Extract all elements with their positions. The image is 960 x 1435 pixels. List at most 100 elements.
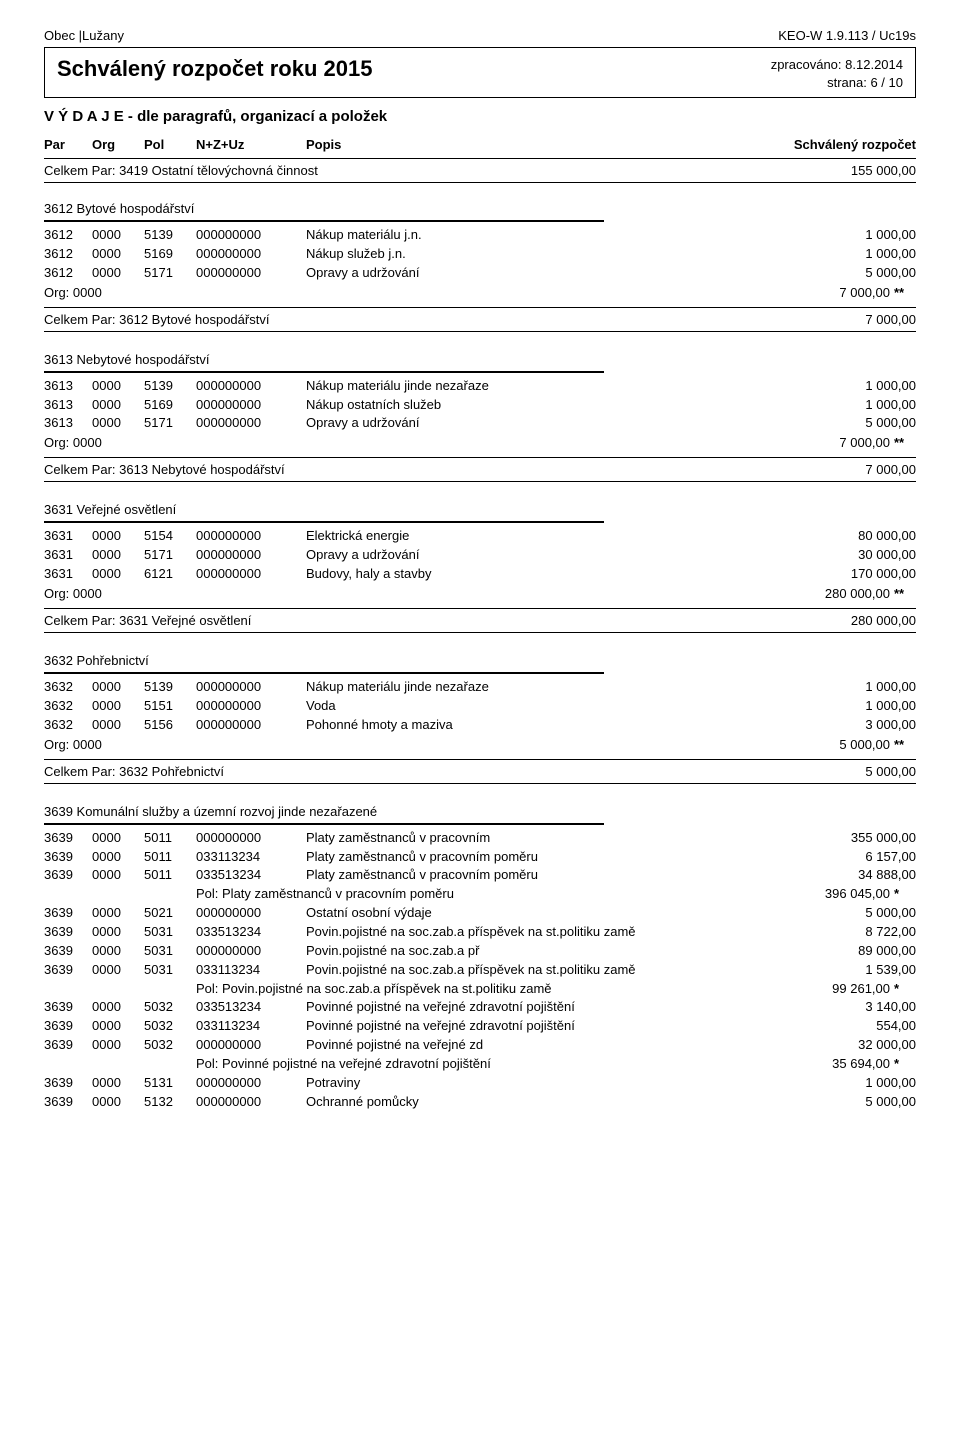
cell: Povin.pojistné na soc.zab.a př [306, 942, 766, 961]
cell: 0000 [92, 226, 144, 245]
cell: Nákup materiálu jinde nezařaze [306, 678, 766, 697]
cell: Nákup služeb j.n. [306, 245, 766, 264]
cell-value: 3 140,00 [766, 998, 916, 1017]
cell-value: 6 157,00 [766, 848, 916, 867]
section-total-value: 280 000,00 [766, 613, 916, 628]
pol-subtotal-row: Pol: Platy zaměstnanců v pracovním poměr… [44, 885, 916, 904]
cell: 033113234 [196, 961, 306, 980]
cell-value: 5 000,00 [766, 1093, 916, 1112]
org-total-row: Org: 00005 000,00** [44, 735, 916, 755]
cell: Nákup materiálu j.n. [306, 226, 766, 245]
table-row: 361300005169000000000Nákup ostatních slu… [44, 396, 916, 415]
cell: Povinné pojistné na veřejné zd [306, 1036, 766, 1055]
cell: 0000 [92, 716, 144, 735]
cell: 5171 [144, 264, 196, 283]
cell: 5139 [144, 678, 196, 697]
cell: 0000 [92, 414, 144, 433]
cell: 5032 [144, 1036, 196, 1055]
col-nzuz: N+Z+Uz [196, 137, 306, 152]
cell: 3639 [44, 866, 92, 885]
cell: Platy zaměstnanců v pracovním [306, 829, 766, 848]
cell: Povin.pojistné na soc.zab.a příspěvek na… [306, 923, 766, 942]
org-total-value: 7 000,00 [762, 433, 890, 453]
col-par: Par [44, 137, 92, 152]
cell: Opravy a udržování [306, 264, 766, 283]
cell: 5154 [144, 527, 196, 546]
cell: 3639 [44, 961, 92, 980]
star-icon: * [890, 885, 916, 904]
cell: 3639 [44, 998, 92, 1017]
cell-value: 5 000,00 [766, 264, 916, 283]
system-version: KEO-W 1.9.113 / Uc19s [778, 28, 916, 43]
section-rule [44, 672, 604, 674]
cell-value: 1 000,00 [766, 1074, 916, 1093]
cell: 5131 [144, 1074, 196, 1093]
cell: 3631 [44, 565, 92, 584]
double-star-icon: ** [890, 283, 916, 303]
table-row: 363100006121000000000Budovy, haly a stav… [44, 565, 916, 584]
cell: 000000000 [196, 829, 306, 848]
section-total-row: Celkem Par: 3632 Pohřebnictví5 000,00 [44, 759, 916, 784]
section-total-label: Celkem Par: 3632 Pohřebnictví [44, 764, 766, 779]
pol-label: Pol: Platy zaměstnanců v pracovním poměr… [44, 885, 744, 904]
cell: 0000 [92, 264, 144, 283]
org-label: Org: 0000 [44, 584, 744, 604]
section-head: 3639 Komunální služby a územní rozvoj ji… [44, 804, 916, 819]
initial-sum-row: Celkem Par: 3419 Ostatní tělovýchovná či… [44, 158, 916, 183]
cell-value: 1 000,00 [766, 697, 916, 716]
cell: 000000000 [196, 942, 306, 961]
table-row: 363200005151000000000Voda1 000,00 [44, 697, 916, 716]
cell-value: 1 000,00 [766, 245, 916, 264]
org-total-value: 5 000,00 [762, 735, 890, 755]
cell: 5139 [144, 226, 196, 245]
cell: Voda [306, 697, 766, 716]
cell: Platy zaměstnanců v pracovním poměru [306, 848, 766, 867]
cell: 3639 [44, 829, 92, 848]
cell: 5032 [144, 1017, 196, 1036]
cell: 5171 [144, 414, 196, 433]
table-row: 363900005011033113234Platy zaměstnanců v… [44, 848, 916, 867]
cell: Opravy a udržování [306, 546, 766, 565]
org-total-value: 7 000,00 [762, 283, 890, 303]
cell: Potraviny [306, 1074, 766, 1093]
section-total-value: 7 000,00 [766, 462, 916, 477]
section-rule [44, 371, 604, 373]
cell: 000000000 [196, 697, 306, 716]
initial-sum-value: 155 000,00 [766, 163, 916, 178]
cell: 5169 [144, 245, 196, 264]
cell: 000000000 [196, 678, 306, 697]
col-popis: Popis [306, 137, 766, 152]
org-label: Org: 0000 [44, 283, 744, 303]
cell-value: 1 000,00 [766, 226, 916, 245]
cell-value: 34 888,00 [766, 866, 916, 885]
table-row: 363900005032033513234Povinné pojistné na… [44, 998, 916, 1017]
section-total-row: Celkem Par: 3613 Nebytové hospodářství7 … [44, 457, 916, 482]
cell: 3639 [44, 1017, 92, 1036]
cell: 0000 [92, 829, 144, 848]
cell: 3639 [44, 1036, 92, 1055]
table-row: 363900005032033113234Povinné pojistné na… [44, 1017, 916, 1036]
cell: 3632 [44, 697, 92, 716]
cell-value: 32 000,00 [766, 1036, 916, 1055]
columns-header: Par Org Pol N+Z+Uz Popis Schválený rozpo… [44, 137, 916, 152]
cell: 0000 [92, 1093, 144, 1112]
star-icon: * [890, 980, 916, 999]
table-row: 363200005156000000000Pohonné hmoty a maz… [44, 716, 916, 735]
section-head: 3632 Pohřebnictví [44, 653, 916, 668]
cell: 3613 [44, 396, 92, 415]
col-org: Org [92, 137, 144, 152]
page-title: Schválený rozpočet roku 2015 [57, 56, 372, 82]
cell: 0000 [92, 923, 144, 942]
initial-sum-label: Celkem Par: 3419 Ostatní tělovýchovná či… [44, 163, 766, 178]
cell: 000000000 [196, 565, 306, 584]
cell: 033113234 [196, 1017, 306, 1036]
section-total-label: Celkem Par: 3613 Nebytové hospodářství [44, 462, 766, 477]
cell: 5011 [144, 866, 196, 885]
pol-value: 99 261,00 [762, 980, 890, 999]
cell: 5151 [144, 697, 196, 716]
cell: 0000 [92, 942, 144, 961]
pol-label: Pol: Povinné pojistné na veřejné zdravot… [44, 1055, 744, 1074]
table-row: 363900005011033513234Platy zaměstnanců v… [44, 866, 916, 885]
cell-value: 1 000,00 [766, 678, 916, 697]
pol-value: 35 694,00 [762, 1055, 890, 1074]
